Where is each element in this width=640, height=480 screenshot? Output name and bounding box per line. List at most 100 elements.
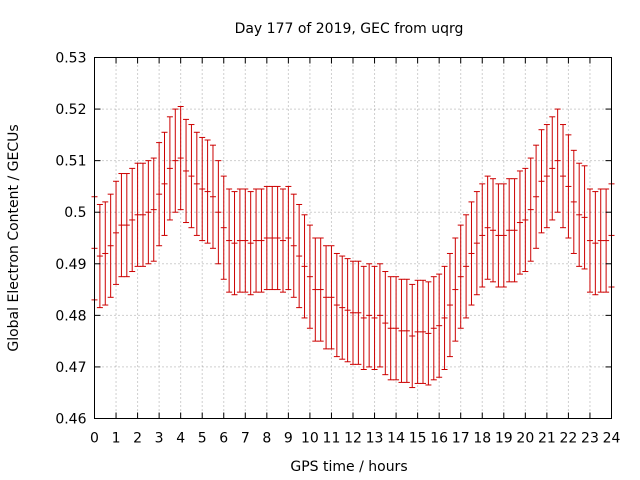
error-bar (565, 134, 572, 239)
y-tick-label: 0.47 (55, 360, 86, 376)
x-tick-label: 8 (262, 431, 271, 447)
x-tick-label: 15 (409, 431, 427, 447)
error-bar (586, 188, 593, 293)
error-bar (355, 260, 362, 365)
error-bar (290, 193, 297, 298)
error-bar (533, 144, 540, 249)
error-bar (269, 185, 276, 291)
error-bar (484, 175, 491, 280)
error-bar (360, 265, 367, 371)
error-bar (376, 263, 383, 368)
error-bar (522, 167, 529, 273)
x-tick-labels: 0 1 2 3 4 5 6 7 8 9 10 11 12 13 14 15 16 17 18 19 20 21 22 23 24 (90, 431, 620, 447)
error-bar (166, 116, 173, 221)
error-bar (420, 279, 427, 384)
error-bar (403, 278, 410, 383)
x-tick-label: 0 (90, 431, 99, 447)
error-bar (409, 283, 416, 389)
error-bar (134, 162, 141, 267)
y-tick-label: 0.46 (55, 412, 86, 428)
error-bar (220, 175, 227, 280)
error-bar (263, 185, 270, 291)
error-bar (242, 188, 249, 293)
error-bar (253, 188, 260, 293)
error-bar (554, 108, 561, 213)
error-bar (495, 183, 502, 288)
error-bar (339, 255, 346, 360)
error-bar (107, 193, 114, 298)
error-bar (393, 276, 400, 381)
x-tick-label: 17 (452, 431, 470, 447)
error-bar (473, 191, 480, 296)
error-bar (506, 178, 513, 283)
error-bar (183, 118, 190, 224)
x-tick-label: 5 (198, 431, 207, 447)
error-bar (156, 142, 163, 247)
x-tick-label: 4 (176, 431, 185, 447)
error-bar (172, 108, 179, 213)
error-bar (457, 224, 464, 329)
error-bar (209, 144, 216, 249)
x-tick-label: 11 (323, 431, 341, 447)
x-tick-label: 21 (538, 431, 556, 447)
error-bar (296, 203, 303, 309)
y-tick-label: 0.53 (55, 51, 86, 67)
x-tick-label: 18 (473, 431, 491, 447)
error-bar (188, 124, 195, 229)
error-bar (193, 131, 200, 236)
x-tick-label: 12 (344, 431, 362, 447)
error-bar (436, 273, 443, 378)
x-tick-label: 9 (284, 431, 293, 447)
error-bar (96, 203, 103, 309)
error-bar (102, 201, 109, 306)
error-bar (425, 281, 432, 386)
y-tick-labels: 0.46 0.47 0.48 0.49 0.5 0.51 0.52 0.53 (55, 51, 86, 428)
error-bar (129, 167, 136, 273)
error-bar (597, 188, 604, 293)
error-bar (150, 157, 157, 262)
error-bar (306, 224, 313, 329)
error-bar (441, 265, 448, 371)
x-tick-label: 6 (219, 431, 228, 447)
x-tick-label: 19 (495, 431, 513, 447)
axis-ticks (94, 57, 612, 419)
error-bar (231, 191, 238, 296)
x-tick-label: 24 (603, 431, 621, 447)
y-tick-label: 0.51 (55, 154, 86, 170)
error-bar (549, 116, 556, 221)
error-bar (490, 178, 497, 283)
error-bar (317, 237, 324, 342)
error-bar (279, 188, 286, 293)
error-bar (226, 188, 233, 293)
error-bar (301, 214, 308, 319)
error-bar (398, 278, 405, 383)
error-bar (247, 191, 254, 296)
x-tick-label: 13 (366, 431, 384, 447)
error-bar (328, 245, 335, 350)
error-bar (543, 124, 550, 229)
error-bar (123, 173, 130, 278)
x-tick-label: 16 (430, 431, 448, 447)
error-bar (468, 201, 475, 306)
error-bar (350, 260, 356, 365)
error-bar (344, 258, 351, 363)
error-bar (603, 188, 610, 293)
error-bar (560, 124, 567, 229)
x-tick-label: 1 (112, 431, 121, 447)
x-tick-label: 3 (155, 431, 164, 447)
y-tick-label: 0.52 (55, 102, 86, 118)
error-bar (323, 245, 330, 350)
x-tick-label: 10 (301, 431, 319, 447)
error-bar (500, 183, 507, 288)
x-tick-label: 2 (133, 431, 142, 447)
error-bar (199, 136, 206, 242)
error-bar (333, 252, 340, 358)
error-bar (139, 162, 146, 267)
error-bar (215, 160, 222, 265)
error-bar (414, 279, 421, 384)
error-bar (576, 162, 583, 267)
error-bar (285, 185, 292, 291)
error-bar (527, 157, 534, 262)
y-tick-label: 0.48 (55, 308, 86, 324)
